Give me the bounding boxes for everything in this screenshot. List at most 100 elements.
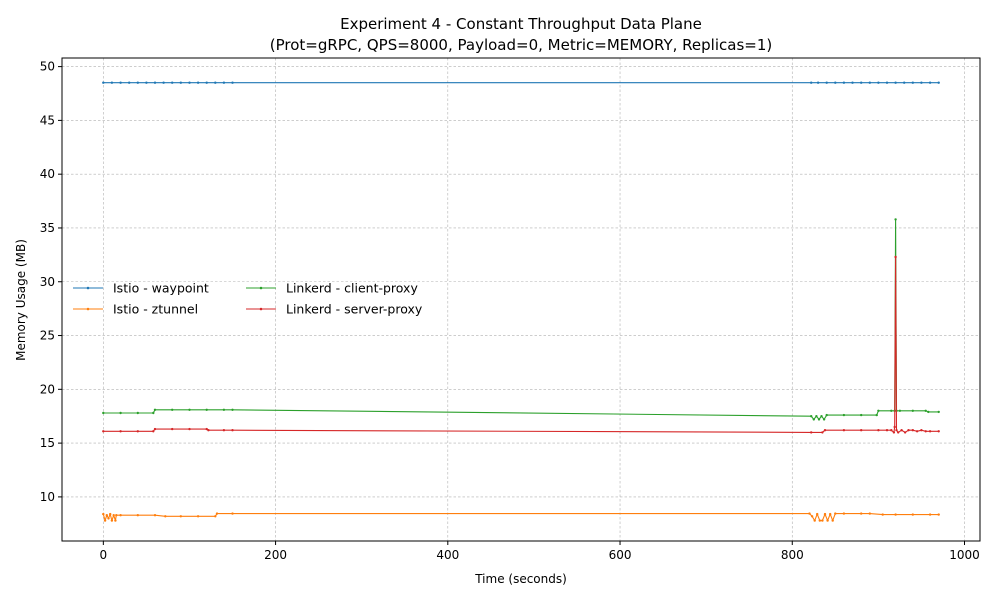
data-point-linkerd-client-proxy bbox=[188, 408, 191, 411]
data-point-linkerd-server-proxy bbox=[188, 427, 191, 431]
data-point-linkerd-client-proxy bbox=[119, 411, 122, 415]
data-point-istio-waypoint bbox=[903, 81, 906, 84]
data-point-istio-ztunnel bbox=[810, 515, 814, 518]
y-tick-label: 45 bbox=[40, 113, 55, 127]
series-linkerd-server-proxy bbox=[102, 255, 940, 434]
data-point-istio-waypoint bbox=[810, 81, 813, 84]
legend-label: Istio - ztunnel bbox=[113, 302, 198, 317]
data-point-linkerd-client-proxy bbox=[136, 411, 139, 415]
y-tick-label: 35 bbox=[40, 221, 55, 235]
data-point-linkerd-client-proxy bbox=[171, 408, 174, 411]
data-point-istio-ztunnel bbox=[937, 513, 940, 516]
legend-marker bbox=[259, 307, 263, 311]
data-point-linkerd-client-proxy bbox=[812, 418, 815, 421]
data-point-linkerd-client-proxy bbox=[890, 409, 893, 412]
legend: Istio - waypoint Istio - ztunnel Linkerd -… bbox=[73, 281, 423, 317]
legend-marker bbox=[86, 286, 90, 290]
data-point-linkerd-client-proxy bbox=[152, 411, 155, 415]
data-point-linkerd-client-proxy bbox=[860, 413, 863, 417]
data-point-linkerd-server-proxy bbox=[907, 429, 910, 432]
data-point-istio-waypoint bbox=[145, 81, 148, 84]
data-point-istio-waypoint bbox=[205, 81, 208, 84]
data-point-linkerd-server-proxy bbox=[205, 427, 208, 431]
data-point-istio-waypoint bbox=[920, 81, 923, 84]
x-axis-label: Time (seconds) bbox=[474, 572, 567, 586]
data-point-linkerd-client-proxy bbox=[894, 218, 897, 221]
data-point-istio-ztunnel bbox=[911, 513, 914, 516]
data-point-istio-ztunnel bbox=[821, 519, 824, 522]
data-point-linkerd-client-proxy bbox=[815, 415, 818, 418]
data-point-istio-waypoint bbox=[162, 81, 165, 84]
data-point-istio-ztunnel bbox=[110, 519, 114, 522]
data-point-istio-ztunnel bbox=[928, 513, 932, 516]
data-point-linkerd-server-proxy bbox=[895, 429, 898, 432]
data-point-istio-ztunnel bbox=[136, 514, 139, 517]
data-point-linkerd-server-proxy bbox=[842, 429, 846, 432]
data-point-istio-ztunnel bbox=[102, 512, 105, 516]
data-point-istio-ztunnel bbox=[829, 512, 832, 516]
data-point-istio-waypoint bbox=[231, 81, 234, 84]
grid bbox=[62, 58, 980, 541]
data-point-istio-ztunnel bbox=[214, 515, 217, 518]
data-point-istio-ztunnel bbox=[119, 514, 122, 517]
data-point-linkerd-server-proxy bbox=[860, 429, 863, 432]
data-point-linkerd-server-proxy bbox=[928, 430, 932, 433]
data-point-istio-waypoint bbox=[188, 81, 191, 84]
legend-item-linkerd-server-proxy: Linkerd - server-proxy bbox=[246, 302, 423, 317]
data-point-istio-waypoint bbox=[196, 81, 200, 84]
y-axis-label: Memory Usage (MB) bbox=[14, 239, 28, 361]
data-point-linkerd-server-proxy bbox=[877, 429, 880, 432]
data-point-linkerd-server-proxy bbox=[222, 429, 226, 432]
y-tick-label: 40 bbox=[40, 167, 55, 181]
y-tick-label: 20 bbox=[40, 382, 55, 396]
data-point-linkerd-client-proxy bbox=[898, 409, 902, 412]
data-point-linkerd-client-proxy bbox=[937, 410, 940, 414]
x-tick-label: 600 bbox=[609, 548, 632, 562]
series-istio-waypoint bbox=[102, 81, 940, 84]
data-point-linkerd-server-proxy bbox=[171, 427, 174, 431]
data-point-istio-ztunnel bbox=[816, 512, 819, 516]
x-tick-label: 800 bbox=[781, 548, 804, 562]
y-axis-ticks: 10 15 20 25 30 35 40 45 50 bbox=[40, 60, 62, 504]
chart-title: Experiment 4 - Constant Throughput Data … bbox=[340, 15, 702, 33]
data-point-istio-ztunnel bbox=[834, 512, 837, 515]
data-point-istio-waypoint bbox=[877, 81, 880, 84]
data-point-linkerd-server-proxy bbox=[893, 425, 896, 429]
data-point-linkerd-server-proxy bbox=[119, 430, 122, 433]
data-point-linkerd-client-proxy bbox=[231, 408, 234, 411]
data-point-istio-ztunnel bbox=[196, 515, 200, 518]
data-point-istio-ztunnel bbox=[215, 512, 219, 515]
data-point-linkerd-client-proxy bbox=[102, 411, 105, 415]
data-point-istio-waypoint bbox=[816, 81, 820, 84]
data-point-istio-waypoint bbox=[128, 81, 131, 84]
data-point-istio-ztunnel bbox=[115, 514, 118, 517]
legend-item-istio-ztunnel: Istio - ztunnel bbox=[73, 302, 198, 317]
y-tick-label: 15 bbox=[40, 436, 55, 450]
plot-frame bbox=[61, 57, 981, 542]
data-point-istio-ztunnel bbox=[818, 519, 821, 522]
data-point-linkerd-server-proxy bbox=[810, 431, 813, 434]
data-point-istio-ztunnel bbox=[107, 517, 110, 520]
x-tick-label: 1000 bbox=[949, 548, 980, 562]
x-tick-label: 400 bbox=[436, 548, 459, 562]
data-point-istio-waypoint bbox=[860, 81, 863, 84]
data-point-linkerd-client-proxy bbox=[842, 413, 846, 417]
data-point-linkerd-server-proxy bbox=[892, 431, 896, 434]
legend-marker bbox=[86, 307, 90, 311]
y-tick-label: 30 bbox=[40, 275, 55, 289]
data-point-istio-ztunnel bbox=[103, 519, 107, 522]
legend-marker bbox=[259, 286, 263, 290]
data-point-linkerd-server-proxy bbox=[153, 427, 157, 431]
data-point-linkerd-server-proxy bbox=[821, 431, 824, 434]
legend-label: Linkerd - client-proxy bbox=[286, 281, 418, 296]
y-tick-label: 10 bbox=[40, 490, 55, 504]
data-point-istio-waypoint bbox=[214, 81, 217, 84]
data-point-linkerd-client-proxy bbox=[153, 408, 157, 411]
data-point-istio-waypoint bbox=[179, 81, 182, 84]
data-point-linkerd-client-proxy bbox=[817, 418, 821, 421]
data-point-linkerd-client-proxy bbox=[877, 409, 880, 412]
data-point-linkerd-server-proxy bbox=[823, 429, 827, 432]
y-tick-label: 25 bbox=[40, 329, 55, 343]
data-point-istio-ztunnel bbox=[114, 519, 117, 522]
